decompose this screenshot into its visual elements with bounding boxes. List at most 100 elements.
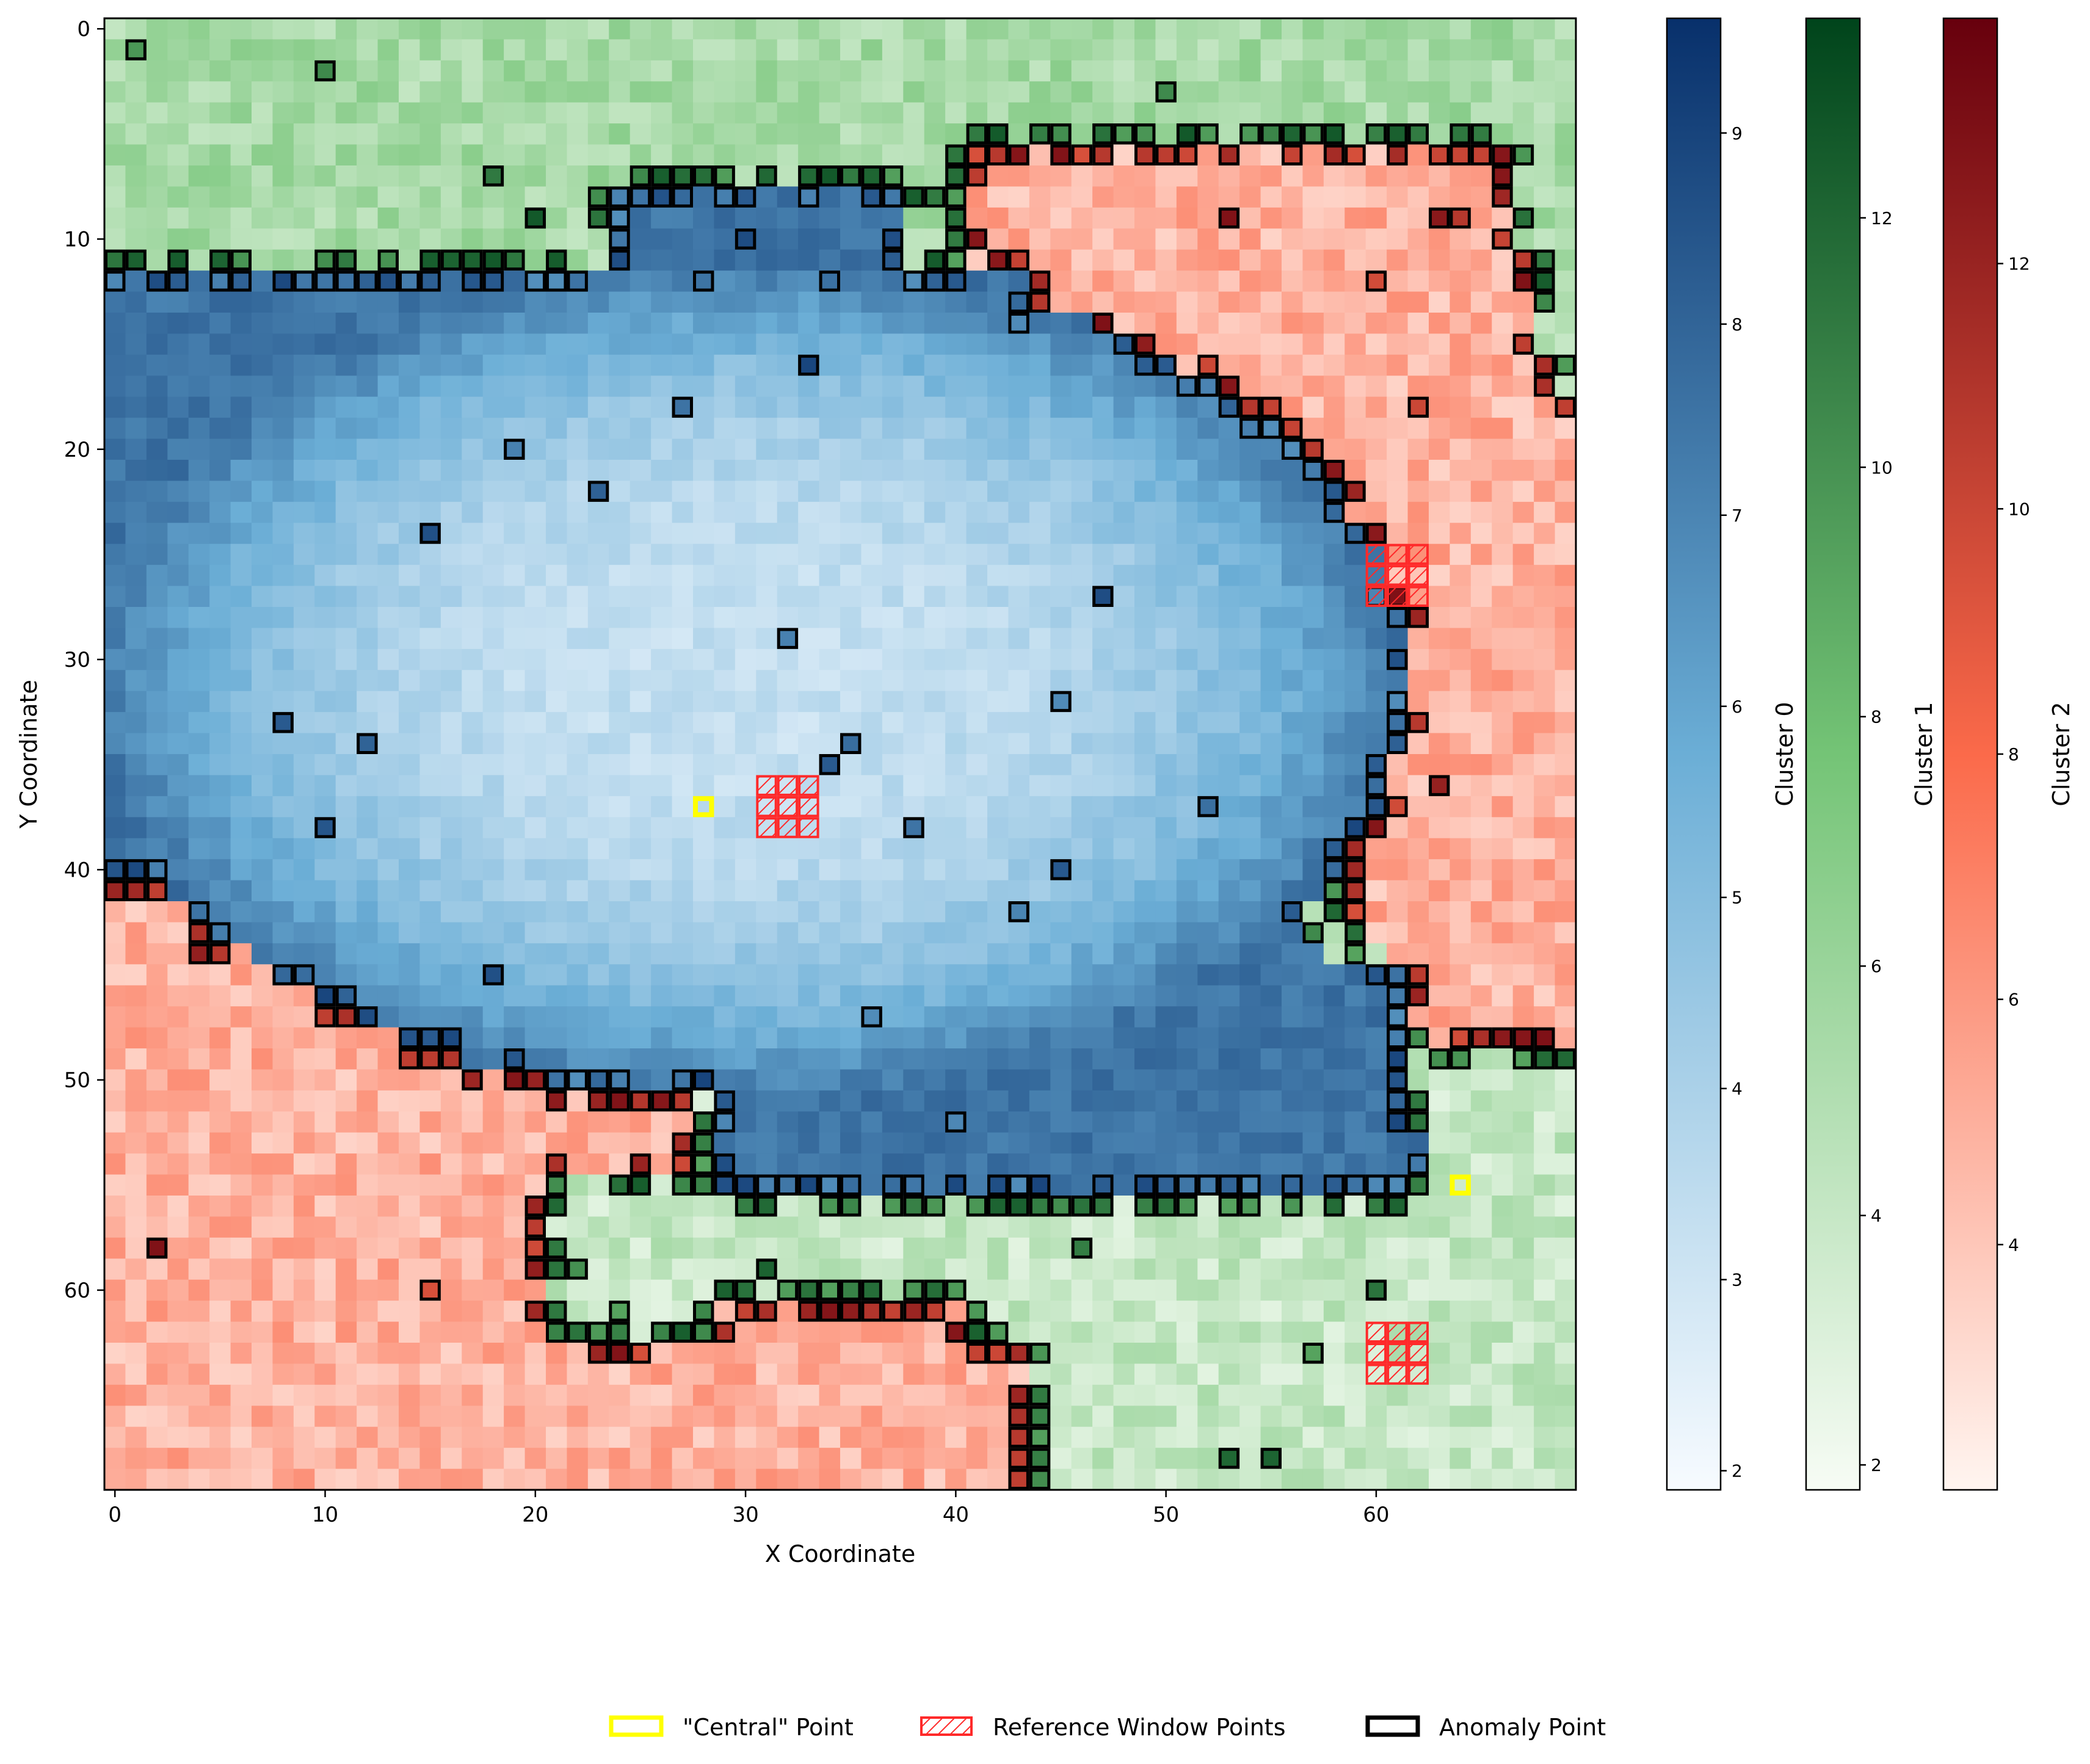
cluster-0-cell bbox=[1282, 1111, 1304, 1133]
cluster-0-cell bbox=[1260, 670, 1282, 692]
cluster-0-cell bbox=[735, 775, 757, 797]
cluster-0-cell bbox=[567, 376, 589, 397]
cluster-0-cell bbox=[314, 501, 336, 523]
cluster-0-cell bbox=[714, 670, 736, 692]
cluster-0-cell bbox=[1365, 1111, 1387, 1133]
cluster-1-cell bbox=[693, 1196, 715, 1218]
cluster-0-cell bbox=[357, 775, 379, 797]
cluster-0-cell bbox=[651, 1027, 673, 1049]
cluster-0-cell bbox=[903, 1069, 925, 1091]
anomaly-point bbox=[819, 165, 840, 187]
cluster-0-cell bbox=[1071, 586, 1093, 608]
cluster-2-cell bbox=[1429, 270, 1451, 292]
cluster-2-cell bbox=[840, 1363, 862, 1385]
cluster-0-cell bbox=[1239, 838, 1261, 860]
cluster-1-cell bbox=[524, 123, 546, 145]
cluster-1-cell bbox=[567, 1301, 589, 1323]
cluster-2-cell bbox=[1555, 754, 1576, 776]
cluster-0-cell bbox=[1029, 1132, 1051, 1154]
cluster-1-cell bbox=[252, 186, 274, 208]
cluster-1-cell bbox=[1092, 18, 1114, 40]
cluster-0-cell bbox=[840, 607, 862, 629]
cluster-0-cell bbox=[314, 291, 336, 313]
cluster-1-cell bbox=[1429, 1196, 1451, 1218]
cluster-0-cell bbox=[357, 985, 379, 1007]
cluster-0-cell bbox=[1029, 943, 1051, 965]
cluster-1-cell bbox=[1492, 1406, 1514, 1428]
cluster-0-cell bbox=[252, 607, 274, 629]
cluster-0-cell bbox=[252, 270, 274, 292]
cluster-0-cell bbox=[819, 607, 841, 629]
cluster-2-cell bbox=[1134, 270, 1156, 292]
cluster-1-cell bbox=[546, 102, 568, 124]
cluster-1-cell bbox=[1555, 102, 1576, 124]
cluster-2-cell bbox=[966, 1448, 988, 1470]
cluster-1-cell bbox=[377, 102, 399, 124]
cluster-1-cell bbox=[1260, 1301, 1282, 1323]
cluster-1-cell bbox=[945, 1237, 967, 1259]
cluster-0-cell bbox=[440, 670, 462, 692]
cluster-0-cell bbox=[104, 712, 126, 734]
cluster-0-cell bbox=[777, 418, 799, 440]
cluster-0-cell bbox=[966, 691, 988, 713]
cluster-0-cell bbox=[1218, 438, 1240, 460]
cluster-1-cell bbox=[1534, 123, 1556, 145]
cluster-2-cell bbox=[188, 1006, 210, 1028]
cluster-0-cell bbox=[1092, 648, 1114, 670]
cluster-0-cell bbox=[252, 333, 274, 355]
cluster-1-cell bbox=[945, 1258, 967, 1280]
cluster-2-cell bbox=[1113, 144, 1135, 166]
cluster-0-cell bbox=[1134, 964, 1156, 986]
cluster-2-cell bbox=[419, 1384, 441, 1406]
cluster-0-cell bbox=[735, 901, 757, 923]
cluster-0-cell bbox=[482, 1048, 504, 1070]
cluster-0-cell bbox=[357, 418, 379, 440]
cluster-0-cell bbox=[630, 249, 651, 271]
cluster-2-cell bbox=[987, 1363, 1009, 1385]
cluster-0-cell bbox=[188, 586, 210, 608]
cluster-1-cell bbox=[1260, 1216, 1282, 1238]
cluster-0-cell bbox=[1071, 1090, 1093, 1112]
cluster-0-cell bbox=[524, 565, 546, 587]
cluster-2-cell bbox=[1365, 249, 1387, 271]
cluster-0-cell bbox=[672, 691, 694, 713]
cluster-1-cell bbox=[1387, 81, 1409, 103]
cluster-2-cell bbox=[630, 1384, 651, 1406]
cluster-0-cell bbox=[1239, 523, 1261, 545]
cluster-0-cell bbox=[1134, 754, 1156, 776]
cluster-2-cell bbox=[945, 1426, 967, 1448]
cluster-0-cell bbox=[1197, 1048, 1219, 1070]
cluster-1-cell bbox=[1344, 1301, 1366, 1323]
cluster-2-cell bbox=[1534, 460, 1556, 482]
cluster-2-cell bbox=[1512, 648, 1534, 670]
cluster-0-cell bbox=[966, 943, 988, 965]
cluster-1-cell bbox=[524, 186, 546, 208]
cluster-1-cell bbox=[630, 1216, 651, 1238]
cluster-1-cell bbox=[1492, 1343, 1514, 1365]
cluster-2-cell bbox=[335, 1174, 357, 1196]
cluster-0-cell bbox=[714, 880, 736, 902]
cluster-2-cell bbox=[104, 1196, 126, 1218]
anomaly-point bbox=[630, 186, 651, 208]
cluster-0-cell bbox=[567, 543, 589, 565]
cluster-2-cell bbox=[1470, 670, 1492, 692]
cluster-2-cell bbox=[1429, 733, 1451, 755]
cluster-2-cell bbox=[146, 922, 168, 944]
cluster-2-cell bbox=[188, 1153, 210, 1175]
cluster-2-cell bbox=[672, 1468, 694, 1490]
cluster-0-cell bbox=[1282, 1027, 1304, 1049]
cluster-2-cell bbox=[1302, 207, 1324, 229]
cluster-0-cell bbox=[1260, 691, 1282, 713]
cluster-2-cell bbox=[798, 1448, 820, 1470]
cluster-0-cell bbox=[714, 796, 736, 818]
cluster-1-cell bbox=[1029, 1258, 1051, 1280]
cluster-0-cell bbox=[1282, 754, 1304, 776]
cluster-0-cell bbox=[504, 586, 526, 608]
cluster-2-cell bbox=[1555, 523, 1576, 545]
cluster-2-cell bbox=[966, 1406, 988, 1428]
cluster-1-cell bbox=[125, 186, 147, 208]
cluster-1-cell bbox=[1534, 228, 1556, 250]
cluster-2-cell bbox=[1282, 228, 1304, 250]
cluster-0-cell bbox=[630, 313, 651, 335]
cluster-0-cell bbox=[1029, 733, 1051, 755]
